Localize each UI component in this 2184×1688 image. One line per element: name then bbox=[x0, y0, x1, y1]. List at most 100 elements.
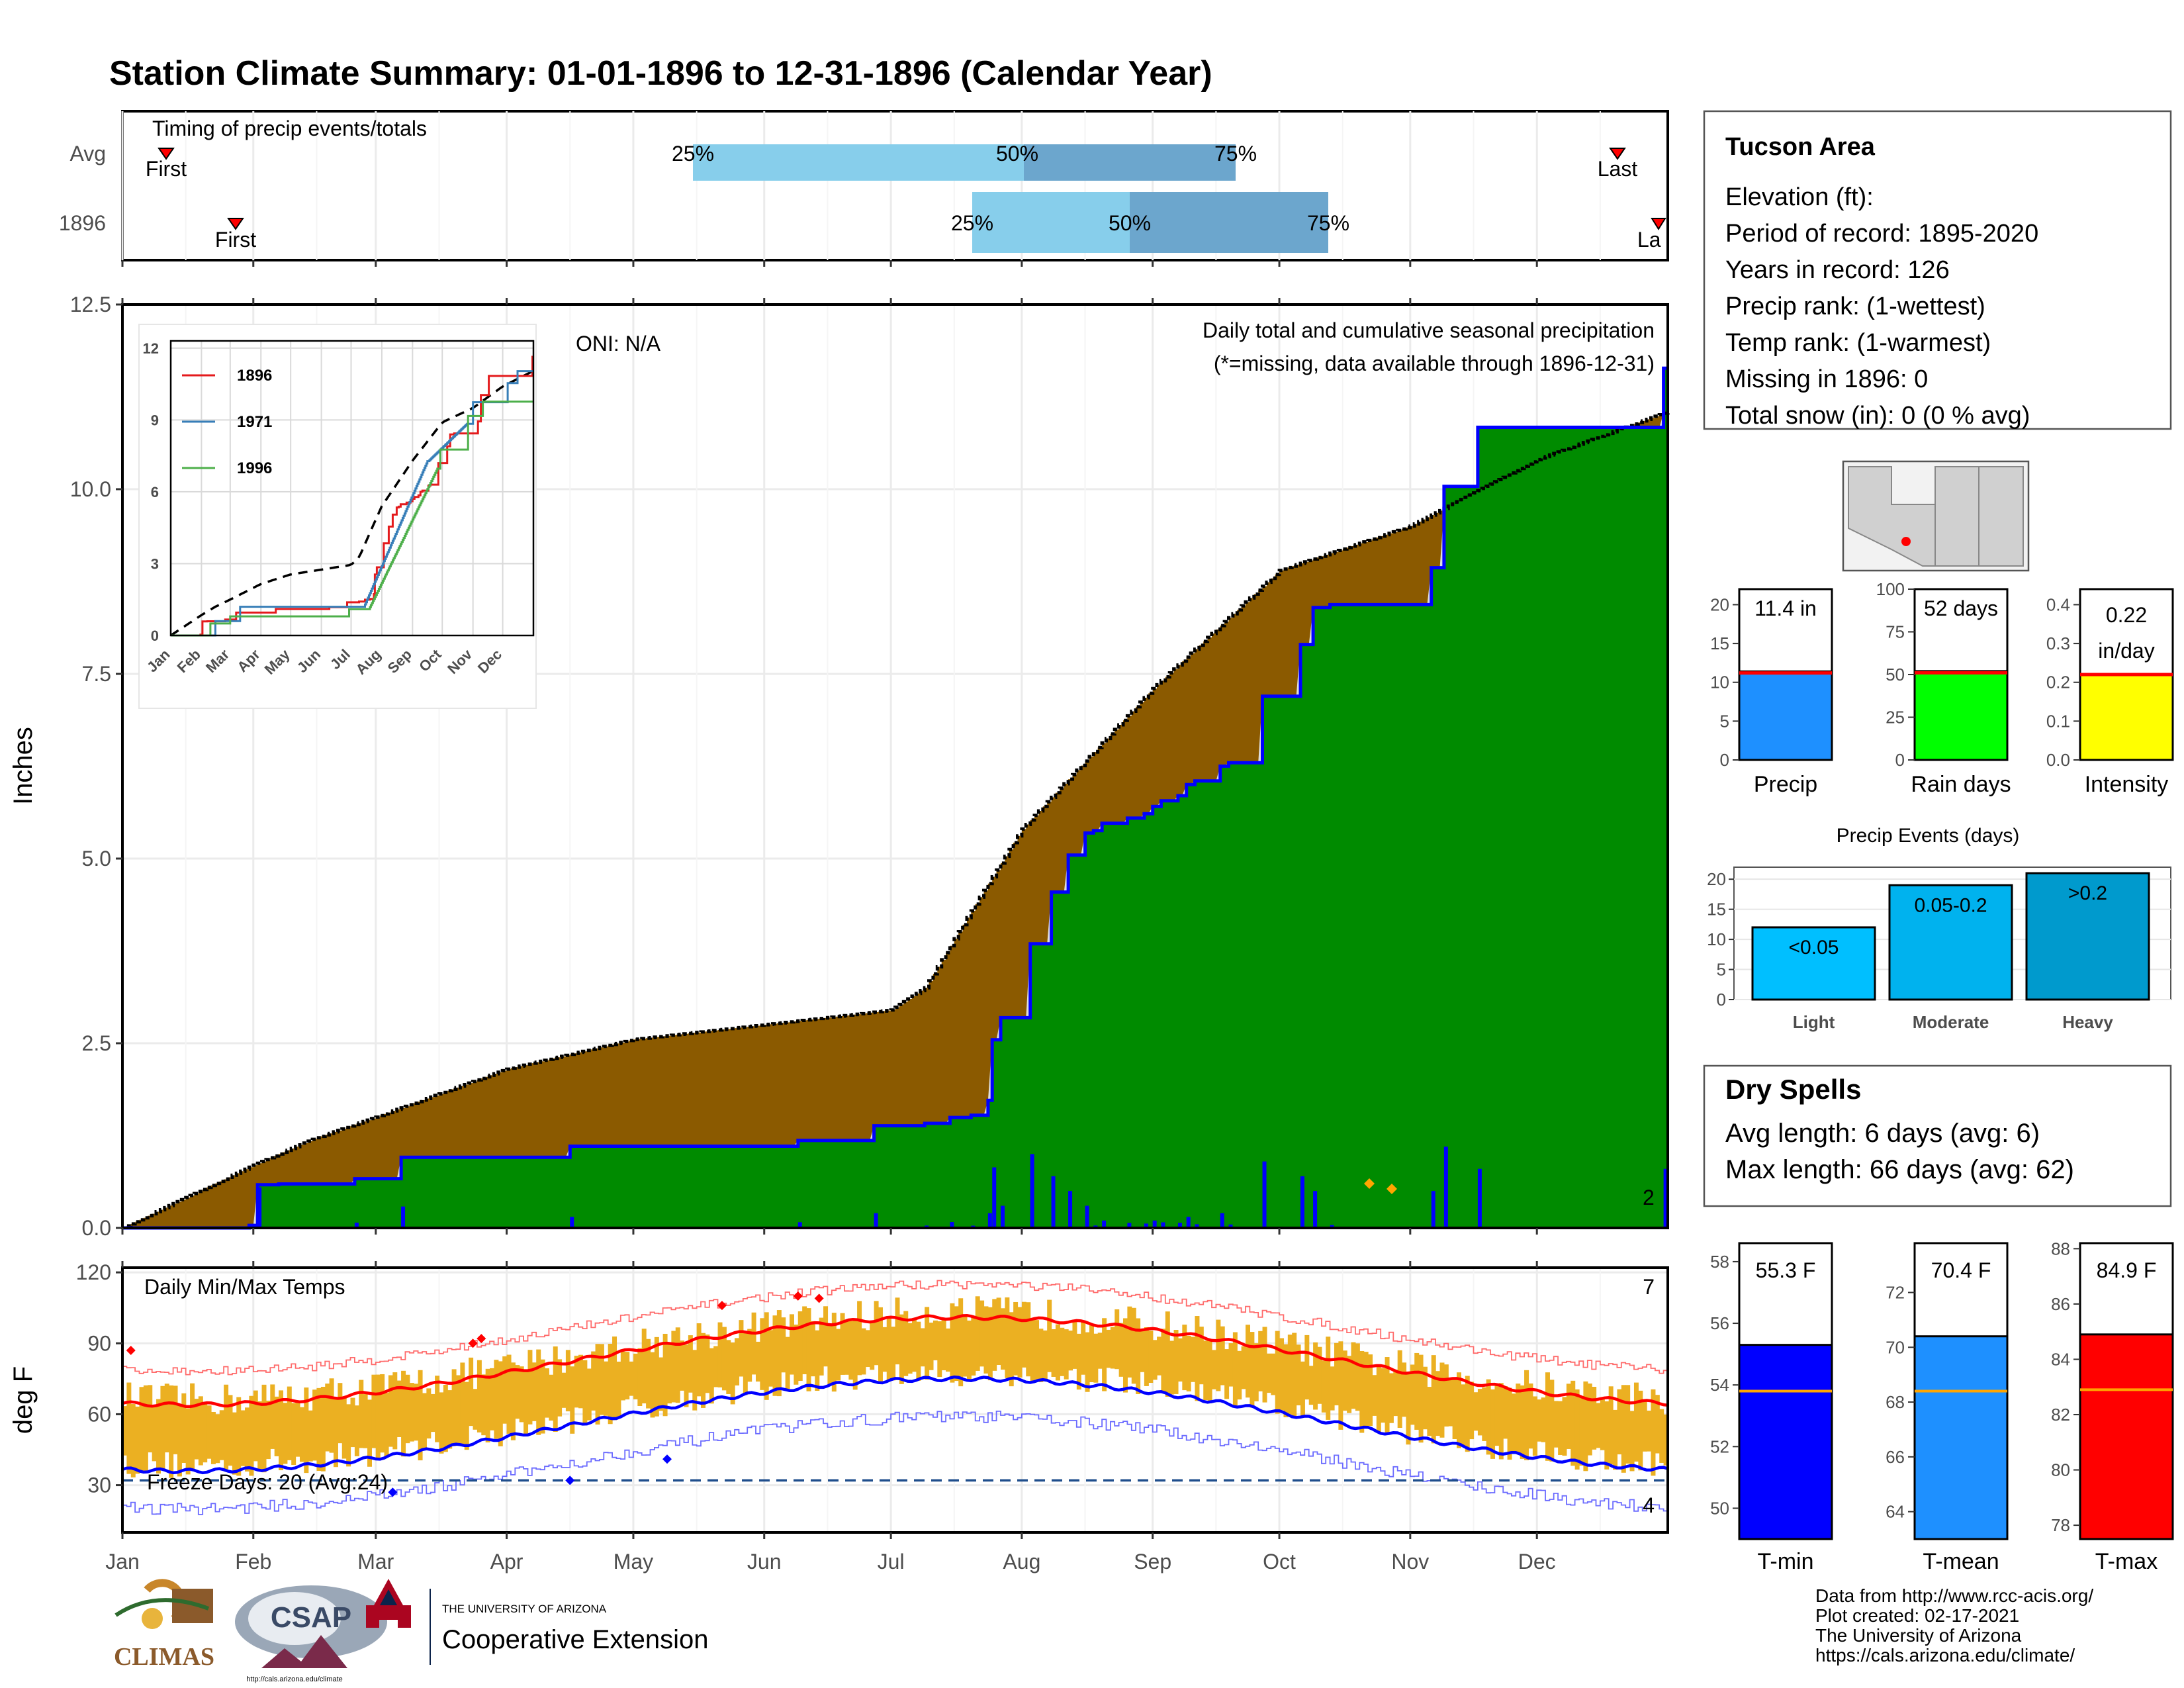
freeze-days-label: Freeze Days: 20 (Avg:24) bbox=[147, 1470, 388, 1494]
daily-temp-bar bbox=[1638, 1390, 1643, 1471]
tbar-tick-label: 58 bbox=[1710, 1252, 1729, 1272]
daily-temp-bar bbox=[1262, 1327, 1267, 1403]
daily-temp-bar bbox=[1494, 1383, 1500, 1446]
daily-temp-bar bbox=[565, 1350, 570, 1412]
daily-temp-bar bbox=[1203, 1340, 1208, 1401]
daily-temp-bar bbox=[629, 1361, 634, 1396]
daily-temp-bar bbox=[1300, 1361, 1305, 1418]
daily-temp-bar bbox=[1562, 1397, 1567, 1456]
daily-temp-bar bbox=[912, 1319, 917, 1372]
inset-legend-label: 1971 bbox=[237, 413, 272, 431]
daily-temp-bar bbox=[1313, 1342, 1318, 1410]
daily-temp-bar bbox=[946, 1328, 951, 1372]
station-info-line: Total snow (in): 0 (0 % avg) bbox=[1725, 402, 2030, 430]
daily-temp-bar bbox=[1051, 1329, 1056, 1377]
tbar-tick-label: 50 bbox=[1710, 1498, 1729, 1518]
daily-temp-bar bbox=[553, 1346, 558, 1432]
daily-temp-bar bbox=[418, 1370, 423, 1461]
tbar-value: 55.3 F bbox=[1756, 1258, 1816, 1282]
events-category-label: Moderate bbox=[1913, 1012, 1989, 1032]
minibar-value: 0.22 bbox=[2106, 603, 2147, 627]
footer-line: The University of Arizona bbox=[1815, 1625, 2022, 1646]
daily-temp-bar bbox=[1152, 1340, 1158, 1380]
daily-temp-bar bbox=[164, 1383, 169, 1453]
daily-temp-bar bbox=[1123, 1318, 1128, 1393]
minibar-tick-label: 15 bbox=[1710, 633, 1729, 653]
daily-precip-bar bbox=[797, 1222, 802, 1228]
daily-temp-bar bbox=[1275, 1331, 1280, 1414]
daily-temp-bar bbox=[139, 1387, 144, 1473]
daily-temp-bar bbox=[983, 1306, 989, 1374]
daily-temp-bar bbox=[1296, 1344, 1301, 1405]
daily-temp-bar bbox=[954, 1306, 959, 1382]
year-first-label: First bbox=[215, 228, 256, 252]
daily-temp-bar bbox=[650, 1352, 655, 1418]
precip-ytick-label: 2.5 bbox=[82, 1031, 111, 1055]
daily-temp-bar bbox=[240, 1410, 246, 1466]
daily-temp-bar bbox=[1537, 1399, 1542, 1442]
avg-max-line bbox=[122, 1313, 1668, 1409]
daily-temp-bar bbox=[396, 1380, 402, 1437]
daily-temp-bar bbox=[210, 1411, 216, 1464]
daily-temp-bar bbox=[1326, 1336, 1331, 1420]
daily-temp-bar bbox=[198, 1396, 203, 1466]
temps-ytick-label: 30 bbox=[87, 1474, 111, 1497]
daily-temp-bar bbox=[181, 1393, 187, 1463]
daily-temp-bar bbox=[1250, 1332, 1255, 1408]
daily-temp-bar bbox=[612, 1336, 617, 1421]
events-bar-moderate bbox=[1888, 884, 2013, 1001]
daily-temp-bar bbox=[304, 1387, 309, 1474]
daily-temp-bar bbox=[625, 1352, 630, 1400]
daily-temp-bar bbox=[1140, 1329, 1145, 1372]
daily-temp-bar bbox=[1604, 1401, 1610, 1470]
daily-temp-bar bbox=[1136, 1318, 1141, 1395]
daily-precip-bar bbox=[992, 1167, 997, 1228]
events-tick-label: 20 bbox=[1707, 869, 1726, 889]
daily-temp-bar bbox=[878, 1307, 883, 1383]
daily-temp-bar bbox=[705, 1335, 710, 1393]
daily-temp-bar bbox=[903, 1311, 909, 1376]
daily-temp-bar bbox=[1157, 1336, 1162, 1376]
daily-temp-bar bbox=[1549, 1380, 1555, 1462]
daily-temp-bar bbox=[130, 1404, 136, 1477]
daily-temp-bar bbox=[1081, 1321, 1086, 1375]
daily-temp-bar bbox=[599, 1344, 604, 1415]
daily-temp-bar bbox=[1486, 1379, 1491, 1455]
daily-precip-bar bbox=[1030, 1154, 1034, 1228]
inset-legend-label: 1896 bbox=[237, 367, 272, 385]
station-info-line: Precip rank: (1-wettest) bbox=[1725, 293, 1985, 320]
avg-quartile-50-75 bbox=[1024, 144, 1236, 181]
minibar-precip bbox=[1738, 670, 1833, 761]
daily-temp-bar bbox=[375, 1374, 381, 1460]
daily-temp-bar bbox=[1583, 1381, 1588, 1472]
daily-temp-bar bbox=[1110, 1327, 1115, 1369]
daily-precip-bar bbox=[1262, 1161, 1267, 1228]
climas-wordmark: CLIMAS bbox=[114, 1643, 214, 1671]
daily-temp-bar bbox=[1570, 1380, 1576, 1466]
dry-max-length: Max length: 66 days (avg: 62) bbox=[1725, 1155, 2074, 1184]
daily-temp-bar bbox=[1064, 1329, 1069, 1380]
daily-temp-bar bbox=[1596, 1403, 1601, 1448]
daily-temp-bar bbox=[1629, 1411, 1635, 1472]
daily-temp-bar bbox=[831, 1313, 837, 1392]
daily-temp-bar bbox=[958, 1298, 964, 1387]
minibar-label: Precip bbox=[1754, 772, 1817, 797]
daily-temp-bar bbox=[1443, 1364, 1449, 1427]
daily-temp-bar bbox=[1418, 1354, 1424, 1443]
month-label: Sep bbox=[1134, 1550, 1171, 1573]
daily-temp-bar bbox=[1532, 1396, 1537, 1456]
daily-temp-bar bbox=[1427, 1387, 1432, 1436]
year-last-label: La bbox=[1637, 228, 1661, 252]
daily-temp-bar bbox=[527, 1350, 533, 1425]
daily-temp-bar bbox=[1587, 1383, 1592, 1456]
minibar-rain-days bbox=[1913, 670, 2009, 761]
avg-p25-label: 25% bbox=[672, 142, 714, 165]
daily-temp-bar bbox=[696, 1323, 702, 1397]
minibar-value: 52 days bbox=[1924, 596, 1998, 620]
daily-temp-bar bbox=[388, 1375, 393, 1447]
daily-temp-bar bbox=[190, 1383, 195, 1471]
daily-temp-bar bbox=[312, 1389, 318, 1461]
daily-temp-bar bbox=[1013, 1301, 1019, 1376]
daily-temp-bar bbox=[654, 1336, 659, 1417]
daily-temp-bar bbox=[1553, 1401, 1559, 1448]
